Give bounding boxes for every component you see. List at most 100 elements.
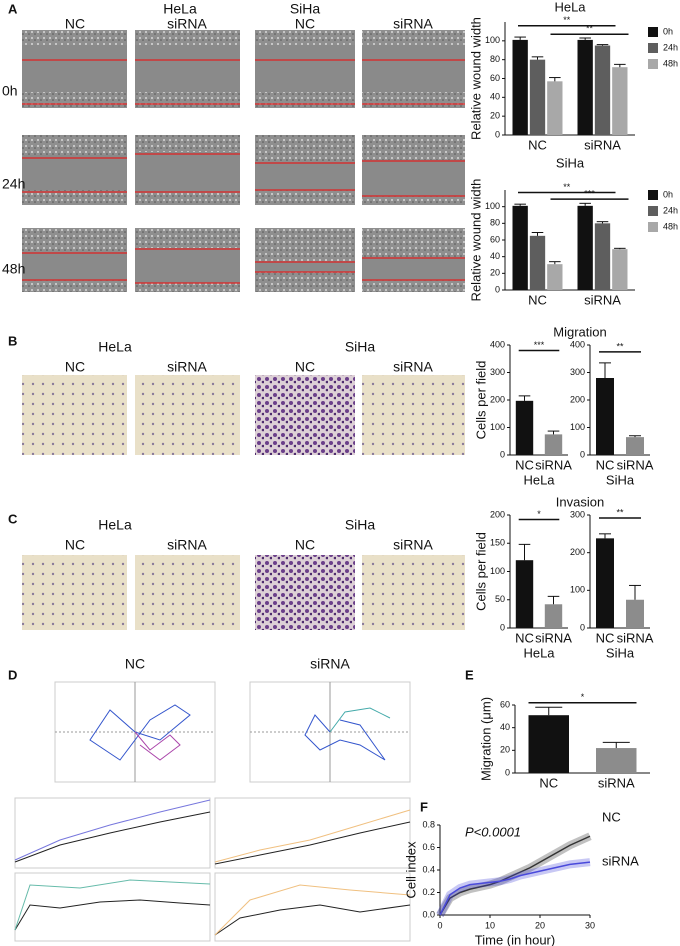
legend-label: 24h [663,205,678,215]
series-label: siRNA [602,854,639,869]
x-tick-label: siRNA [617,630,654,645]
y-tick-label: 20 [500,745,510,755]
x-tick-label: siRNA [535,630,572,645]
bar [547,81,563,135]
bar [612,249,628,290]
group: siRNA [167,359,207,375]
y-tick-label: 400 [490,339,505,349]
significance: ** [586,24,594,34]
y-tick-label: 40 [490,92,500,102]
y-tick-label: 0.6 [422,842,435,852]
bar [596,378,614,455]
legend-swatch [648,43,658,53]
group: siRNA [310,656,350,672]
group: siRNA [393,359,433,375]
cell-line: HeLa [98,517,132,533]
series-line [439,861,591,916]
time: 48h [2,261,25,277]
legend-label: 48h [663,221,678,231]
y-tick-label: 100 [490,422,505,432]
x-tick-label: NC [596,630,615,645]
significance: ** [563,182,571,192]
x-axis-label: SiHa [606,472,635,487]
time: 24h [2,176,25,192]
panel-label: C [8,511,18,526]
panel-bc-images [22,375,465,630]
y-axis-label: Cell index [403,841,418,899]
legend-label: 0h [663,26,673,36]
significance: ** [616,341,624,351]
x-axis-label: HeLa [523,645,555,660]
x-tick-label: siRNA [584,137,621,152]
y-tick-label: 20 [490,268,500,278]
y-axis-label: Migration (μm) [478,697,493,781]
y-tick-label: 200 [490,394,505,404]
group: NC [295,537,315,553]
y-tick-label: 20 [490,111,500,121]
cell-line: SiHa [290,1,321,17]
bar [544,604,563,628]
x-tick-label: siRNA [617,457,654,472]
panel-a-images [22,30,465,292]
figure-labels: A HeLa SiHa NC siRNA NC siRNA 0h 24h 48h… [2,1,474,815]
cell-line: SiHa [345,517,376,533]
bar [577,39,593,136]
y-axis-label: Cells per field [473,361,488,440]
group: NC [65,16,85,32]
group: siRNA [393,16,433,32]
x-tick-label: NC [539,775,558,790]
group: NC [65,359,85,375]
y-tick-label: 200 [490,509,505,519]
significance: *** [584,189,595,199]
y-tick-label: 0 [580,622,585,632]
y-axis-label: Cells per field [473,532,488,611]
bar [626,599,644,628]
y-tick-label: 300 [570,509,585,519]
series-label: NC [602,810,621,825]
bar [515,400,534,455]
group: siRNA [393,537,433,553]
legend-label: 48h [663,58,678,68]
x-tick-label: NC [515,457,534,472]
legend-swatch [648,59,658,69]
legend-swatch [648,27,658,37]
y-tick-label: 400 [570,339,585,349]
x-tick-label: NC [596,457,615,472]
group: NC [295,359,315,375]
legend-swatch [648,190,658,200]
y-tick-label: 0 [505,767,510,777]
chart-title: Invasion [556,494,604,509]
series-line [439,835,591,916]
cell-line: HeLa [163,1,197,17]
group: NC [125,656,145,672]
x-tick-label: NC [515,630,534,645]
y-tick-label: 0 [495,129,500,139]
group: siRNA [167,16,207,32]
x-tick-label: 10 [485,920,495,930]
x-tick-label: siRNA [598,775,635,790]
y-tick-label: 100 [490,566,505,576]
panel-d-plots [14,681,411,942]
y-tick-label: 0.8 [422,819,435,829]
annotation: P<0.0001 [465,824,521,839]
significance: *** [534,340,545,350]
y-tick-label: 100 [485,201,500,211]
bar [612,67,628,135]
chart-title: Migration [553,324,606,339]
y-tick-label: 60 [490,234,500,244]
y-tick-label: 0 [500,449,505,459]
significance: * [537,509,541,519]
x-tick-label: NC [528,292,547,307]
bar [515,560,534,628]
bar [529,235,546,290]
significance: ** [563,15,571,25]
bar [594,45,611,135]
y-axis-label: Relative wound width [468,179,483,302]
bar [544,434,563,455]
y-tick-label: 40 [490,251,500,261]
bar [626,437,644,455]
x-tick-label: siRNA [584,292,621,307]
significance: * [581,692,585,702]
bar [594,223,611,290]
